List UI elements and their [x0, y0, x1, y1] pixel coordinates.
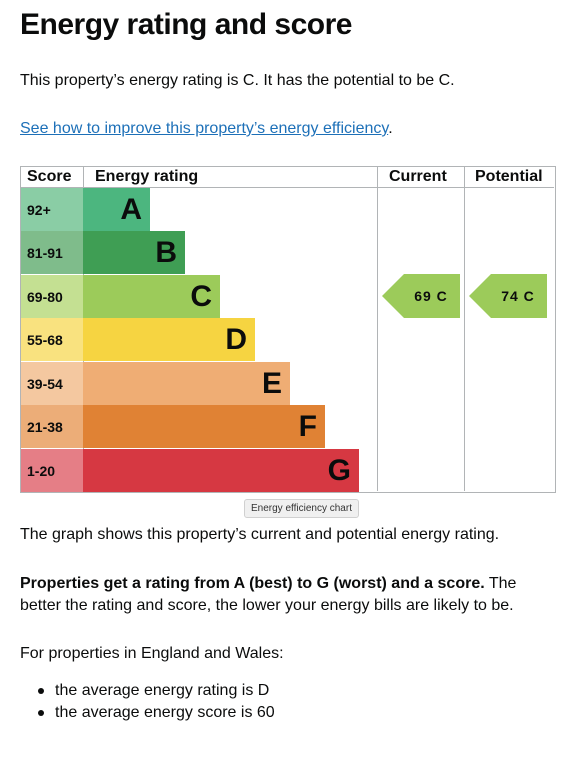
band-score-e: 39-54: [21, 362, 83, 405]
band-score-g: 1-20: [21, 449, 83, 492]
list-item: the average energy rating is D: [20, 680, 275, 702]
rating-summary: This property’s energy rating is C. It h…: [20, 72, 455, 89]
rating-explanation: Properties get a rating from A (best) to…: [20, 573, 560, 617]
band-bar-a: A: [83, 188, 150, 231]
header-rating: Energy rating: [95, 168, 199, 185]
band-bar-e: E: [83, 362, 290, 405]
header-potential: Potential: [475, 168, 543, 185]
band-bar-f: F: [83, 405, 325, 448]
potential-divider: [464, 166, 465, 491]
improve-suffix: .: [388, 120, 393, 137]
band-bar-c: C: [83, 275, 220, 318]
chart-tooltip: Energy efficiency chart: [244, 499, 359, 518]
band-score-d: 55-68: [21, 318, 83, 361]
band-score-a: 92+: [21, 188, 83, 231]
header-divider: [20, 187, 554, 188]
improve-link[interactable]: See how to improve this property’s energ…: [20, 120, 389, 137]
page-title: Energy rating and score: [20, 8, 352, 41]
header-score: Score: [27, 168, 72, 185]
improve-paragraph: See how to improve this property’s energ…: [20, 120, 393, 138]
band-bar-g: G: [83, 449, 359, 492]
band-score-f: 21-38: [21, 405, 83, 448]
averages-list: the average energy rating is D the avera…: [20, 680, 275, 724]
band-score-b: 81-91: [21, 231, 83, 274]
rating-explanation-rest: The better the rating and score, the low…: [20, 575, 517, 614]
rating-explanation-bold: Properties get a rating from A (best) to…: [20, 575, 485, 592]
list-item: the average energy score is 60: [20, 702, 275, 724]
current-divider: [377, 166, 378, 491]
header-current: Current: [389, 168, 447, 185]
band-bar-d: D: [83, 318, 255, 361]
chart-grid: [20, 166, 556, 493]
energy-chart: Score Energy rating Current Potential 92…: [20, 166, 556, 493]
band-score-c: 69-80: [21, 275, 83, 318]
graph-description: The graph shows this property’s current …: [20, 526, 500, 543]
band-bar-b: B: [83, 231, 185, 274]
england-wales-text: For properties in England and Wales:: [20, 645, 284, 662]
